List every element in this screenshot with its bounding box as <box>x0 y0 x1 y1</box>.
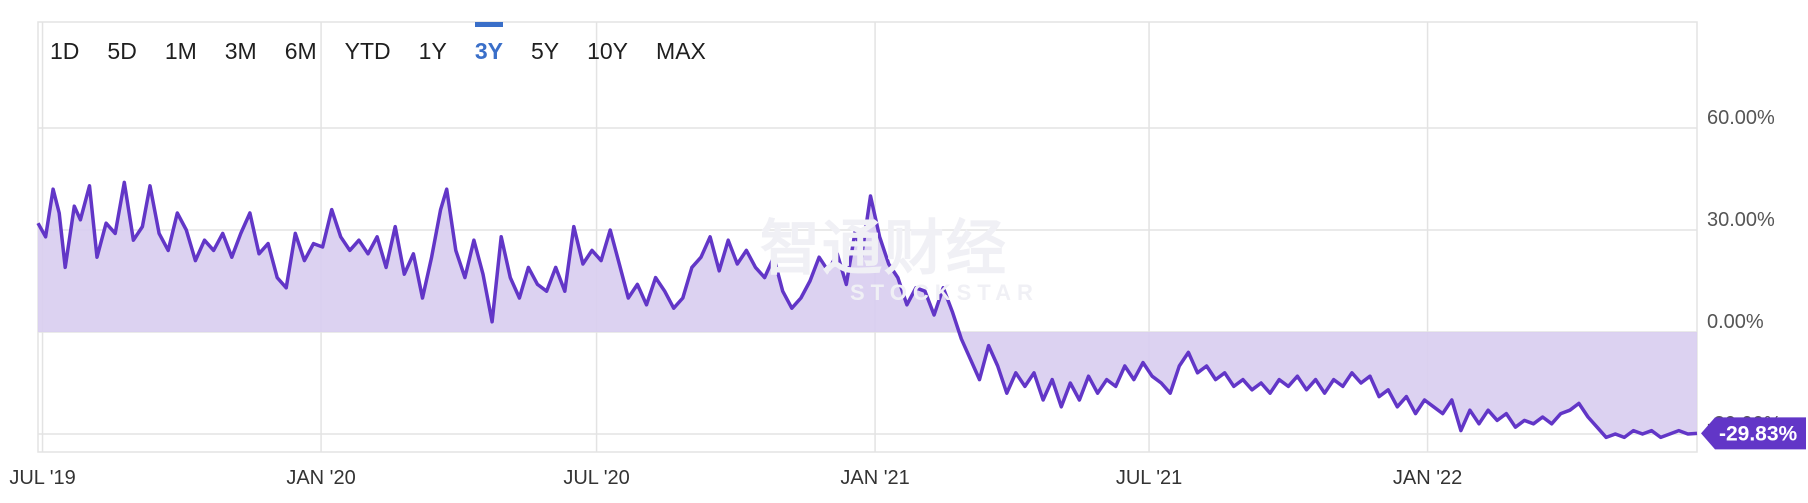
range-tab-label: YTD <box>344 38 391 64</box>
range-tab-3m[interactable]: 3M <box>215 22 267 64</box>
range-tab-label: 5Y <box>530 38 560 64</box>
y-tick-label: 0.00% <box>1707 311 1764 333</box>
range-tab-label: 6M <box>284 38 317 64</box>
range-tab-max[interactable]: MAX <box>646 22 716 64</box>
x-tick-label: JUL '21 <box>1116 467 1182 489</box>
y-tick-label: 60.00% <box>1707 107 1775 129</box>
range-tab-5y[interactable]: 5Y <box>521 22 569 64</box>
area-layer <box>38 182 1697 438</box>
range-tab-label: 1Y <box>418 38 447 64</box>
range-tab-label: 10Y <box>587 38 629 64</box>
time-range-tabs: 1D 5D 1M 3M 6M YTD 1Y 3Y 5Y 10Y MAX <box>40 22 724 66</box>
range-tab-label: 1D <box>50 38 80 64</box>
range-tab-label: 3Y <box>474 38 503 64</box>
last-value-badge-text: -29.83% <box>1719 422 1798 445</box>
active-tab-indicator <box>474 22 503 27</box>
range-tab-1m[interactable]: 1M <box>155 22 207 64</box>
range-tab-label: MAX <box>656 38 706 64</box>
range-tab-label: 3M <box>224 38 257 64</box>
range-tab-1y[interactable]: 1Y <box>409 22 457 64</box>
range-tab-3y[interactable]: 3Y <box>465 22 513 64</box>
x-axis-labels: JUL '19 JAN '20 JUL '20 JAN '21 JUL '21 JAN '… <box>9 467 1462 489</box>
y-tick-label: 30.00% <box>1707 209 1775 231</box>
range-tab-5d[interactable]: 5D <box>97 22 146 64</box>
line-layer <box>36 180 1698 440</box>
x-tick-label: JAN '21 <box>840 467 909 489</box>
series-area <box>38 182 1697 438</box>
range-tab-10y[interactable]: 10Y <box>577 22 638 64</box>
x-tick-label: JAN '22 <box>1393 467 1462 489</box>
last-value-badge: -29.83% <box>1701 417 1806 450</box>
x-tick-label: JUL '19 <box>9 467 75 489</box>
range-tab-ytd[interactable]: YTD <box>335 22 401 64</box>
x-tick-label: JUL '20 <box>563 467 629 489</box>
y-axis-labels: 60.00%30.00%0.00%-30.00% <box>1707 107 1782 435</box>
series-line <box>36 180 1698 440</box>
range-tab-label: 5D <box>107 38 137 64</box>
last-value-badge-bg <box>1701 417 1806 450</box>
range-tab-label: 1M <box>164 38 197 64</box>
range-tab-1d[interactable]: 1D <box>40 22 89 64</box>
range-tab-6m[interactable]: 6M <box>275 22 327 64</box>
x-tick-label: JAN '20 <box>286 467 355 489</box>
